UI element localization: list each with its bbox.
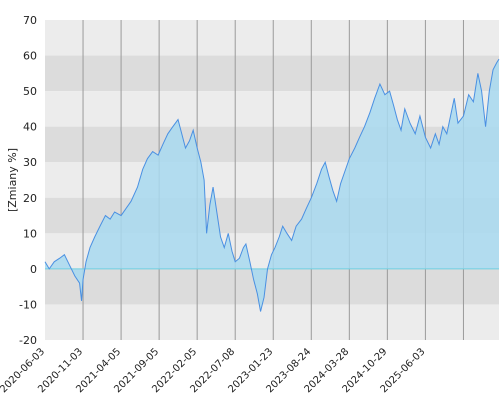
band-60 xyxy=(45,55,499,92)
y-tick-label: 50 xyxy=(23,85,37,98)
x-tick-labels: 2020-06-032020-11-032021-04-052021-09-05… xyxy=(0,346,428,395)
y-tick-label: 30 xyxy=(23,156,37,169)
y-tick-label: 70 xyxy=(23,14,37,27)
band-50 xyxy=(45,91,499,127)
y-tick-label: -20 xyxy=(19,334,37,347)
band-70 xyxy=(45,20,499,56)
band--10 xyxy=(45,304,499,340)
series-area xyxy=(45,59,499,312)
y-tick-labels: 70 60 50 40 30 20 10 0 -10 -20 xyxy=(19,14,37,347)
y-tick-label: 10 xyxy=(23,227,37,240)
y-tick-label: 40 xyxy=(23,121,37,134)
series-layer xyxy=(44,58,500,312)
series-line xyxy=(44,58,500,312)
band-0 xyxy=(45,268,499,305)
y-tick-label: -10 xyxy=(19,298,37,311)
y-tick-label: 0 xyxy=(30,263,37,276)
y-axis-label: [Zmiany %] xyxy=(6,148,19,212)
y-tick-label: 20 xyxy=(23,192,37,205)
y-tick-label: 60 xyxy=(23,50,37,63)
